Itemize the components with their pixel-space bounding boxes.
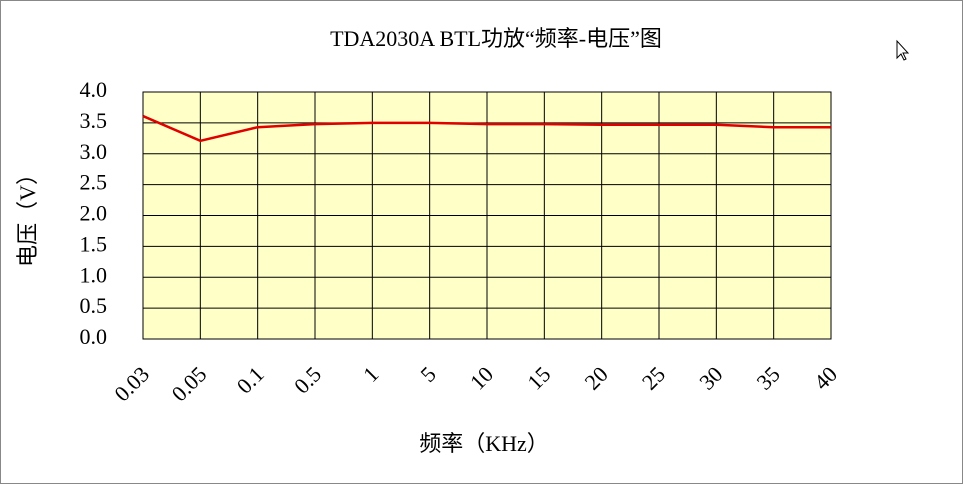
x-axis-label: 频率（KHz） (419, 431, 549, 456)
y-tick-label: 2.5 (80, 170, 108, 195)
mouse-cursor (896, 39, 910, 61)
y-tick-label: 0.5 (80, 293, 108, 318)
y-tick-label: 1.0 (80, 262, 108, 287)
y-tick-label: 3.0 (80, 139, 108, 164)
y-tick-label: 0.0 (80, 324, 108, 349)
y-tick-label: 1.5 (80, 231, 108, 256)
y-tick-label: 4.0 (80, 77, 108, 102)
chart-title: TDA2030A BTL功放“频率-电压”图 (330, 26, 662, 51)
y-tick-label: 2.0 (80, 201, 108, 226)
data-line (142, 114, 831, 143)
y-axis-label: 电压（V） (15, 163, 40, 267)
y-tick-label: 3.5 (80, 108, 108, 133)
